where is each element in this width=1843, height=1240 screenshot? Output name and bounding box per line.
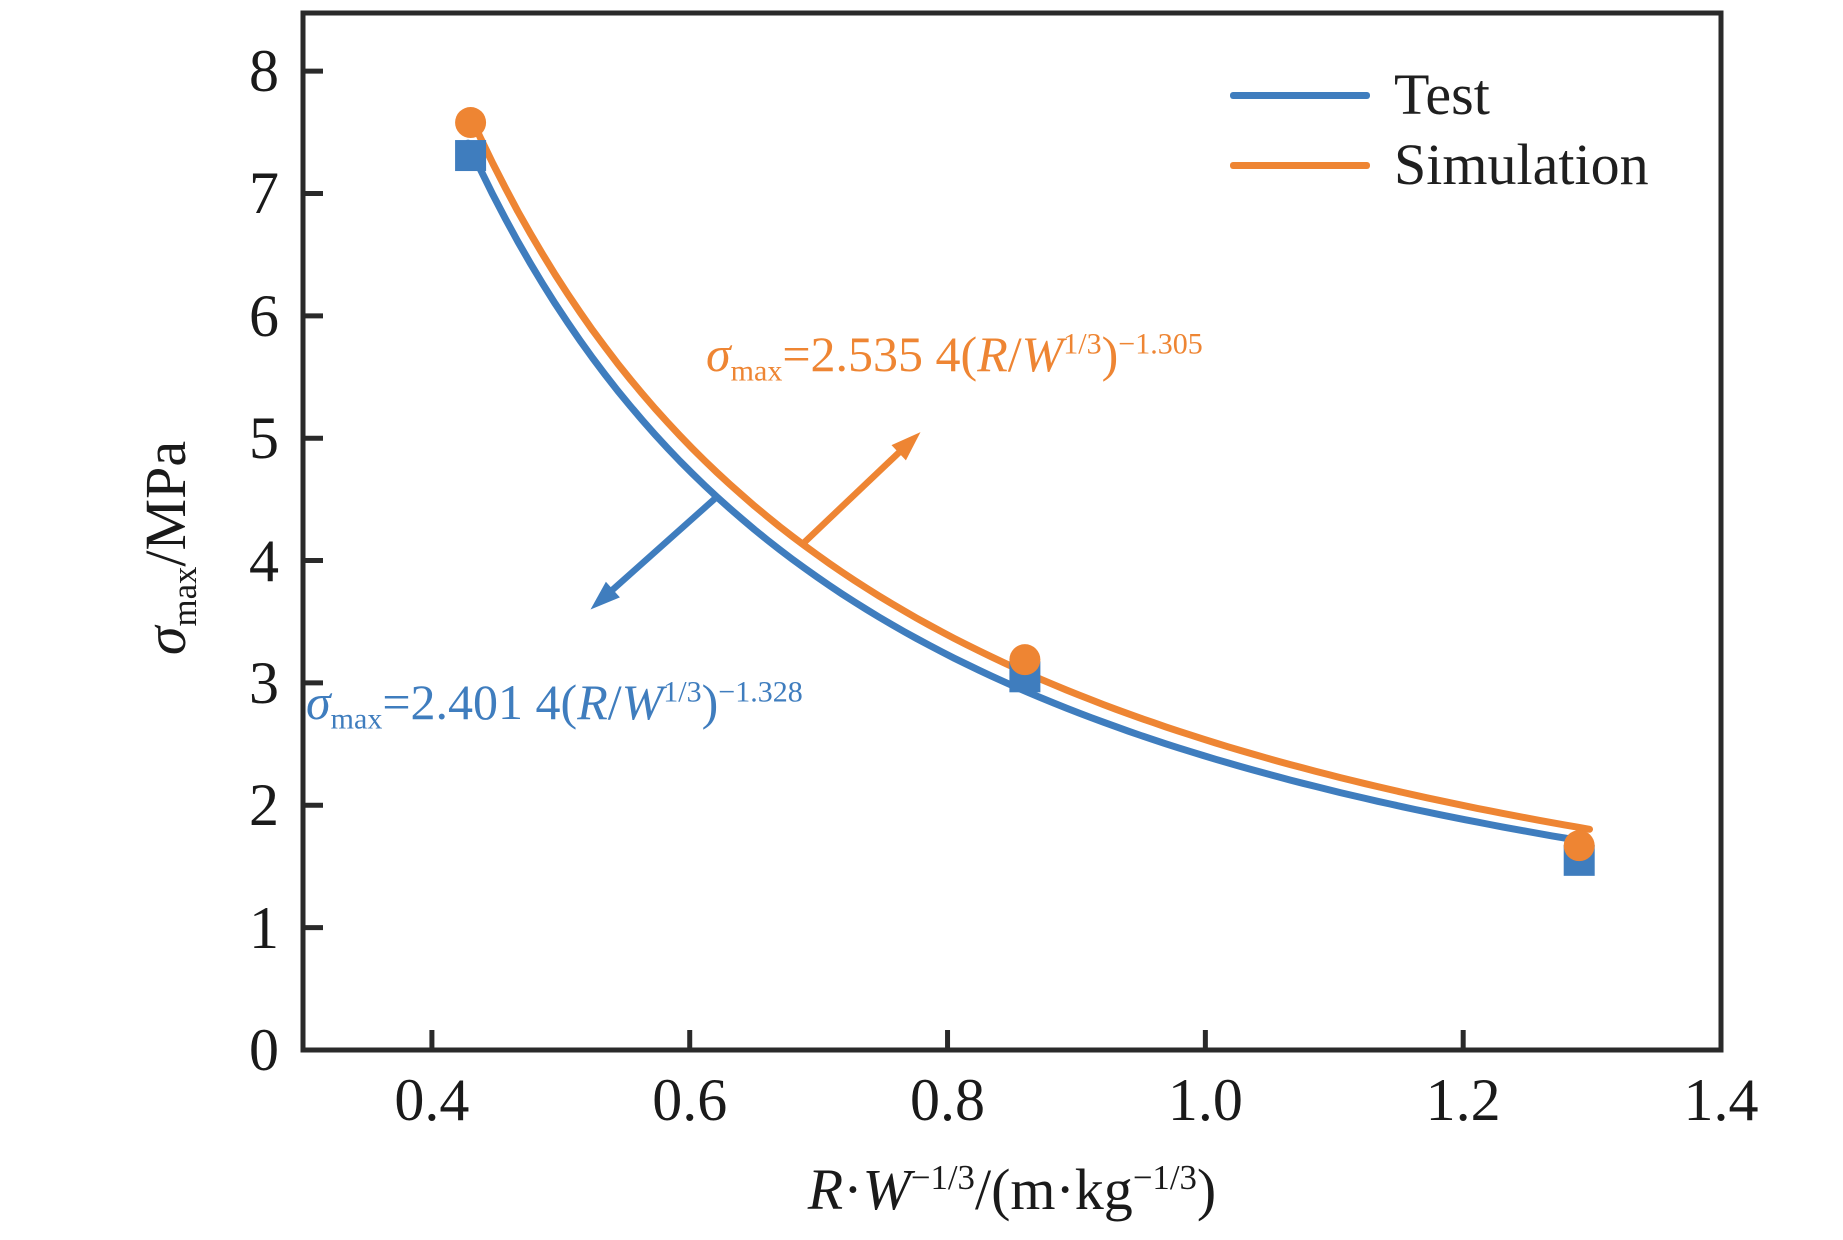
y-tick-label: 0 bbox=[249, 1017, 279, 1083]
x-tick-label: 1.4 bbox=[1683, 1067, 1759, 1133]
legend: Test Simulation bbox=[1230, 60, 1649, 200]
y-tick-label: 2 bbox=[249, 772, 279, 839]
y-tick-label: 1 bbox=[249, 894, 279, 961]
text-part: 1/3 bbox=[1063, 327, 1102, 361]
text-part: ) bbox=[1101, 326, 1119, 382]
y-tick-label: 7 bbox=[249, 160, 279, 227]
plot-frame bbox=[300, 10, 1724, 1053]
data-point-test bbox=[455, 140, 487, 172]
text-part: −1.305 bbox=[1118, 327, 1203, 361]
legend-entry-test: Test bbox=[1230, 60, 1649, 130]
text-part: 1/3 bbox=[663, 675, 702, 709]
text-part: max bbox=[730, 354, 783, 388]
text-part: /MPa bbox=[133, 440, 199, 567]
x-tick-label: 0.4 bbox=[394, 1067, 470, 1133]
simulation-line-icon bbox=[1230, 161, 1370, 169]
text-part: R bbox=[977, 326, 1008, 382]
text-part: σ bbox=[706, 326, 731, 382]
legend-label-test: Test bbox=[1394, 62, 1490, 127]
legend-entry-simulation: Simulation bbox=[1230, 130, 1649, 200]
legend-label-simulation: Simulation bbox=[1394, 132, 1649, 197]
x-axis-label: R·W−1/3/(m·kg−1/3) bbox=[808, 1157, 1216, 1219]
text-part: /(m·kg bbox=[974, 1157, 1133, 1223]
text-part: / bbox=[607, 674, 622, 730]
y-tick-label: 8 bbox=[249, 38, 279, 105]
data-point-simulation bbox=[1563, 830, 1595, 862]
text-part: =2.401 4( bbox=[382, 674, 578, 730]
annotation-arrowhead bbox=[590, 581, 620, 610]
text-part: max bbox=[165, 566, 205, 627]
data-point-simulation bbox=[455, 107, 487, 139]
text-part: R bbox=[577, 674, 608, 730]
y-axis-label: σmax/MPa bbox=[133, 441, 205, 655]
test-line-icon bbox=[1230, 91, 1370, 99]
data-point-simulation bbox=[1009, 644, 1041, 676]
fit-curve-test bbox=[464, 139, 1593, 846]
text-part: W bbox=[621, 674, 664, 730]
text-part: =2.535 4( bbox=[782, 326, 978, 382]
simulation-fit-equation: σmax=2.535 4(R/W1/3)−1.305 bbox=[706, 328, 1203, 387]
text-part: σ bbox=[133, 626, 199, 656]
text-part: max bbox=[330, 702, 383, 736]
y-tick-label: 3 bbox=[249, 649, 279, 716]
x-tick-label: 1.2 bbox=[1425, 1067, 1501, 1133]
text-part: −1.328 bbox=[718, 675, 803, 709]
annotation-arrow-line bbox=[607, 494, 719, 595]
text-part: σ bbox=[306, 674, 331, 730]
text-part: −1/3 bbox=[1132, 1157, 1197, 1197]
text-part: · bbox=[843, 1157, 863, 1223]
text-part: W bbox=[862, 1157, 911, 1223]
text-part: / bbox=[1007, 326, 1022, 382]
y-tick-label: 5 bbox=[249, 405, 279, 472]
y-tick-label: 6 bbox=[249, 282, 279, 349]
text-part: ) bbox=[701, 674, 719, 730]
annotation-arrow-line bbox=[802, 447, 904, 545]
text-part: R bbox=[807, 1157, 844, 1223]
x-tick-label: 1.0 bbox=[1167, 1067, 1243, 1133]
test-fit-equation: σmax=2.401 4(R/W1/3)−1.328 bbox=[306, 676, 803, 735]
x-tick-label: 0.8 bbox=[910, 1067, 986, 1133]
text-part: −1/3 bbox=[910, 1157, 975, 1197]
text-part: W bbox=[1021, 326, 1064, 382]
y-tick-label: 4 bbox=[249, 527, 279, 594]
text-part: ) bbox=[1196, 1157, 1217, 1223]
annotation-arrowhead bbox=[891, 432, 921, 461]
x-tick-label: 0.6 bbox=[652, 1067, 728, 1133]
